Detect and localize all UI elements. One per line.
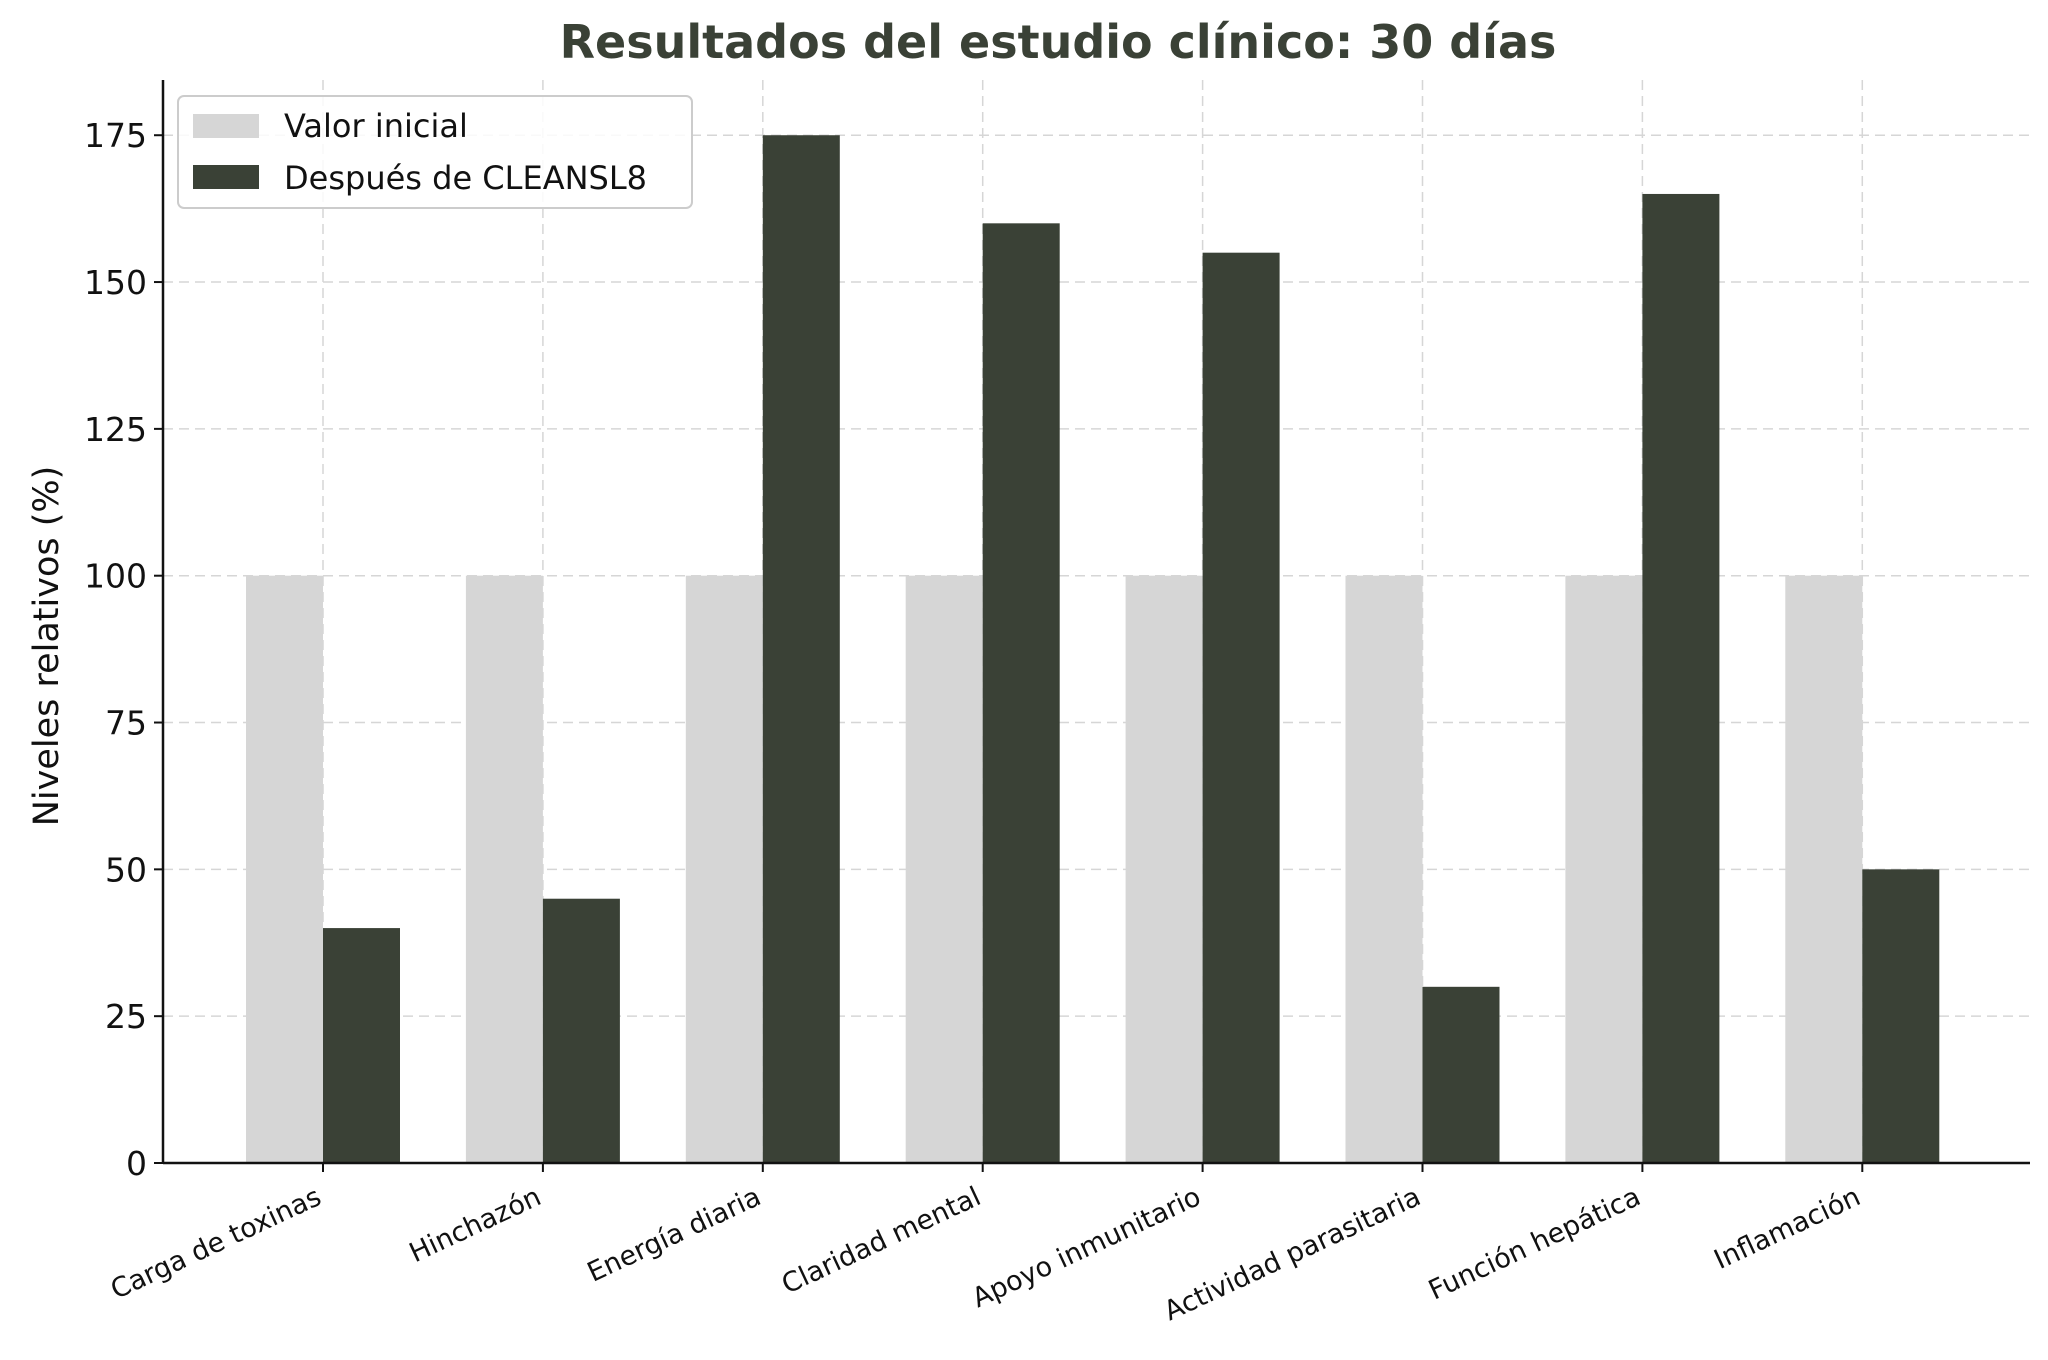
y-tick-label-125: 125	[84, 410, 147, 449]
legend-label-despues-de-cleansl8: Después de CLEANSL8	[284, 159, 647, 197]
y-tick-label-75: 75	[105, 704, 147, 743]
x-tick-label-inflamacion: Inflamación	[1709, 1181, 1865, 1276]
bar-despues-de-cleansl8-funcion-hepatica	[1642, 193, 1720, 1163]
x-tick-label-energia-diaria: Energía diaria	[583, 1181, 766, 1288]
bar-despues-de-cleansl8-hinchazon	[542, 898, 620, 1163]
x-tick-label-claridad-mental: Claridad mental	[777, 1181, 985, 1300]
x-tick-label-carga-de-toxinas: Carga de toxinas	[106, 1181, 326, 1305]
bar-valor-inicial-claridad-mental	[905, 575, 983, 1163]
legend-swatch-despues-de-cleansl8	[193, 165, 259, 189]
bar-valor-inicial-inflamacion	[1785, 575, 1863, 1163]
y-tick-label-25: 25	[105, 997, 147, 1036]
chart-title: Resultados del estudio clínico: 30 días	[560, 15, 1557, 69]
y-axis-label: Niveles relativos (%)	[27, 466, 67, 827]
bar-valor-inicial-hinchazon	[465, 575, 543, 1163]
y-tick-label-175: 175	[84, 116, 147, 155]
y-tick-label-50: 50	[105, 850, 147, 889]
bar-valor-inicial-funcion-hepatica	[1565, 575, 1643, 1163]
bar-valor-inicial-carga-de-toxinas	[246, 575, 323, 1163]
x-tick-label-funcion-hepatica: Función hepática	[1424, 1181, 1645, 1306]
legend: Valor inicial Después de CLEANSL8	[177, 95, 693, 209]
legend-frame	[177, 95, 693, 209]
x-ticks: Carga de toxinas Hinchazón Energía diaria C…	[106, 1163, 1865, 1327]
y-ticks: 0 25 50 75 100 125 150 175	[84, 116, 163, 1183]
bar-despues-de-cleansl8-carga-de-toxinas	[323, 928, 400, 1163]
bar-despues-de-cleansl8-apoyo-inmunitario	[1202, 252, 1280, 1163]
y-tick-label-0: 0	[126, 1144, 147, 1183]
legend-swatch-valor-inicial	[193, 114, 259, 138]
legend-label-valor-inicial: Valor inicial	[284, 107, 468, 145]
bar-valor-inicial-apoyo-inmunitario	[1125, 575, 1203, 1163]
bar-despues-de-cleansl8-energia-diaria	[762, 135, 840, 1164]
y-tick-label-100: 100	[84, 557, 147, 596]
bar-despues-de-cleansl8-inflamacion	[1862, 869, 1940, 1163]
bar-valor-inicial-actividad-parasitaria	[1345, 575, 1423, 1163]
bars	[246, 135, 1940, 1164]
x-tick-label-hinchazon: Hinchazón	[405, 1181, 546, 1269]
y-tick-label-150: 150	[84, 263, 147, 302]
bar-despues-de-cleansl8-actividad-parasitaria	[1422, 986, 1500, 1163]
axes	[161, 80, 2030, 1165]
grid	[163, 80, 2030, 1163]
bar-valor-inicial-energia-diaria	[685, 575, 763, 1163]
bar-despues-de-cleansl8-claridad-mental	[982, 223, 1060, 1163]
